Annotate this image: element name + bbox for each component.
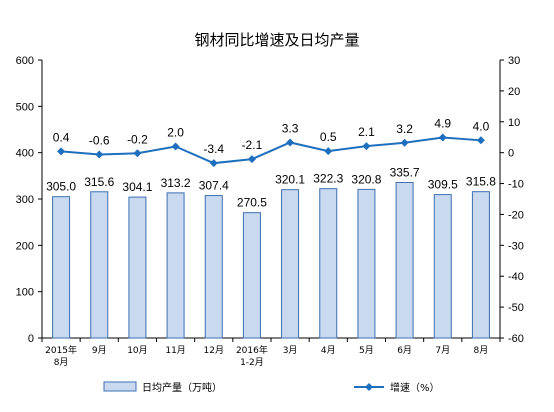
bar-data-label: 320.1 (275, 173, 305, 187)
line-data-label: 0.4 (53, 130, 70, 144)
legend: 日均产量（万吨） 增速（%） (103, 381, 440, 394)
line-point (247, 155, 256, 164)
left-tick-label: 0 (28, 333, 34, 345)
x-tick-label: 6月 (397, 345, 412, 356)
right-tick-label: 20 (508, 86, 520, 98)
right-tick-label: 30 (508, 55, 520, 67)
x-tick-label: 10月 (127, 345, 147, 356)
left-tick-label: 600 (16, 55, 34, 67)
right-tick-label: -10 (508, 179, 524, 191)
right-tick-label: -40 (508, 271, 524, 283)
bar-labels: 305.0 315.6 304.1 313.2 307.4 270.5 320.1 322.3… (46, 165, 496, 209)
line-data-label: 0.5 (320, 130, 337, 144)
chart-title: 钢材同比增速及日均产量 (194, 31, 359, 49)
bar (395, 181, 414, 339)
right-tick-label: 10 (508, 117, 520, 129)
bar (281, 189, 300, 339)
line-point (438, 133, 447, 142)
bar-data-label: 305.0 (46, 180, 76, 194)
x-tick-label: 7月 (435, 345, 450, 356)
line-point (476, 136, 485, 145)
bar (128, 196, 147, 339)
bar-data-label: 307.4 (199, 179, 229, 193)
axes: 0 100 200 300 400 500 600 -60 -50 -40 -30 -20 -10 0 10… (16, 55, 524, 368)
bar-data-label: 270.5 (237, 196, 267, 210)
bar (166, 192, 185, 339)
line-layer: 0.4 -0.6 -0.2 2.0 -3.4 -2.1 3.3 0.5 2.1 3.2 4.9 4.0 (53, 117, 490, 168)
legend-bar-swatch (103, 381, 137, 392)
line-data-label: 3.2 (396, 122, 413, 136)
bar-data-label: 304.1 (122, 180, 152, 194)
x-tick-label: 12月 (204, 345, 224, 356)
x-tick-label: 2016年 1-2月 (236, 344, 268, 368)
left-tick-label: 200 (16, 240, 34, 252)
line-data-label: 2.1 (358, 125, 375, 139)
line-point (57, 147, 66, 156)
bar (90, 191, 109, 339)
line-data-label: -3.4 (203, 142, 224, 156)
line-point (209, 159, 218, 168)
line-point (95, 150, 104, 159)
line-data-label: 2.0 (167, 125, 184, 139)
line-data-label: -0.6 (89, 134, 110, 148)
left-tick-label: 500 (16, 101, 34, 113)
bar-data-label: 315.6 (84, 175, 114, 189)
bar-data-label: 313.2 (161, 176, 191, 190)
right-tick-label: 0 (508, 148, 514, 160)
bar-data-label: 320.8 (351, 172, 381, 186)
x-tick-label: 5月 (359, 345, 374, 356)
right-tick-label: -50 (508, 302, 524, 314)
line-point (286, 138, 295, 147)
legend-line-marker (365, 383, 373, 391)
line-data-label: 3.3 (282, 121, 299, 135)
bar-data-label: 309.5 (428, 178, 458, 192)
line-data-label: 4.9 (434, 117, 451, 131)
line-point (362, 142, 371, 151)
bar (471, 191, 490, 339)
bar-data-label: 322.3 (313, 172, 343, 186)
line-data-label: -0.2 (127, 132, 148, 146)
right-tick-label: -60 (508, 333, 524, 345)
bar (357, 188, 376, 339)
bar-data-label: 315.8 (466, 175, 496, 189)
bar-data-label: 335.7 (390, 165, 420, 179)
bar (433, 194, 452, 339)
line-data-label: 4.0 (473, 119, 490, 133)
x-tick-label: 2015年 8月 (45, 344, 77, 368)
left-tick-label: 100 (16, 287, 34, 299)
legend-line-label: 增速（%） (390, 381, 440, 394)
line-data-label: -2.1 (242, 138, 263, 152)
line-point (133, 149, 142, 158)
right-tick-label: -30 (508, 240, 524, 252)
bar (242, 212, 261, 339)
left-tick-label: 400 (16, 148, 34, 160)
bars (52, 181, 490, 339)
x-tick-label: 9月 (92, 345, 107, 356)
left-tick-label: 300 (16, 194, 34, 206)
bar (204, 195, 223, 339)
bar (319, 188, 338, 339)
line-point (171, 142, 180, 151)
x-tick-label: 8月 (474, 345, 489, 356)
growth-line (61, 136, 481, 165)
x-tick-label: 3月 (283, 345, 298, 356)
right-tick-label: -20 (508, 209, 524, 221)
x-tick-label: 4月 (321, 345, 336, 356)
legend-bar-label: 日均产量（万吨） (142, 381, 222, 394)
bar (52, 196, 71, 339)
line-point (400, 138, 409, 147)
x-tick-label: 11月 (165, 345, 185, 356)
line-point (324, 147, 333, 156)
